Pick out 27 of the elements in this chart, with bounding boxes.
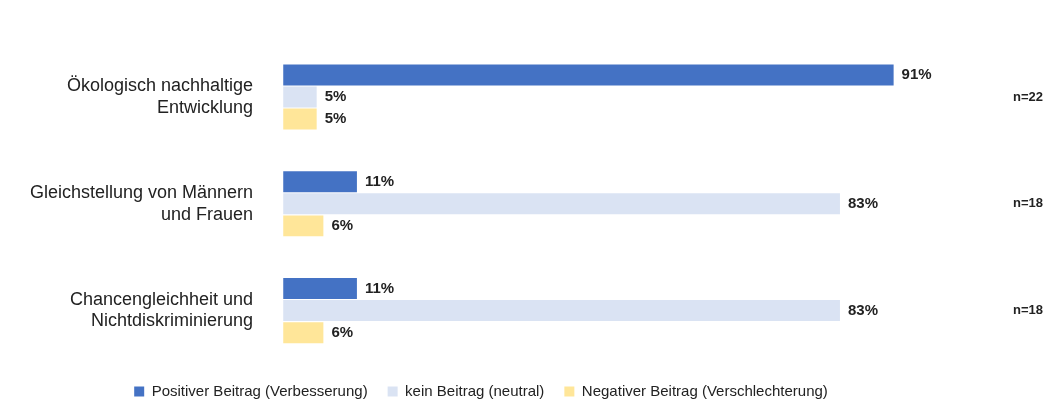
legend-label: Negativer Beitrag (Verschlechterung) bbox=[581, 381, 828, 399]
bar bbox=[283, 215, 324, 237]
bar bbox=[283, 86, 317, 108]
data-label: 5% bbox=[324, 109, 347, 127]
data-label: 11% bbox=[364, 278, 395, 296]
bar bbox=[283, 322, 324, 344]
bar bbox=[283, 108, 317, 130]
data-label: 83% bbox=[847, 193, 878, 211]
data-label: 91% bbox=[901, 65, 932, 83]
y-tick-label: Chancengleichheit und Nichtdiskriminierung bbox=[69, 288, 254, 331]
bar bbox=[283, 300, 840, 322]
data-label: 5% bbox=[324, 87, 347, 105]
text: n=18 bbox=[1013, 195, 1043, 211]
data-label: 83% bbox=[847, 300, 878, 318]
bar bbox=[283, 64, 894, 86]
bar bbox=[283, 193, 840, 215]
text: n=22 bbox=[1013, 88, 1043, 104]
bar bbox=[283, 171, 357, 193]
data-label: 11% bbox=[364, 171, 395, 189]
text: n=18 bbox=[1013, 302, 1043, 318]
data-label: 6% bbox=[331, 216, 354, 234]
y-tick-label: Ökologisch nachhaltige Entwicklung bbox=[67, 75, 254, 117]
y-tick-label: Gleichstellung von Männern und Frauen bbox=[29, 181, 254, 224]
bar bbox=[283, 278, 357, 300]
legend-label: Positiver Beitrag (Verbesserung) bbox=[151, 381, 368, 399]
data-label: 6% bbox=[331, 322, 354, 340]
legend-label: kein Beitrag (neutral) bbox=[405, 381, 545, 399]
